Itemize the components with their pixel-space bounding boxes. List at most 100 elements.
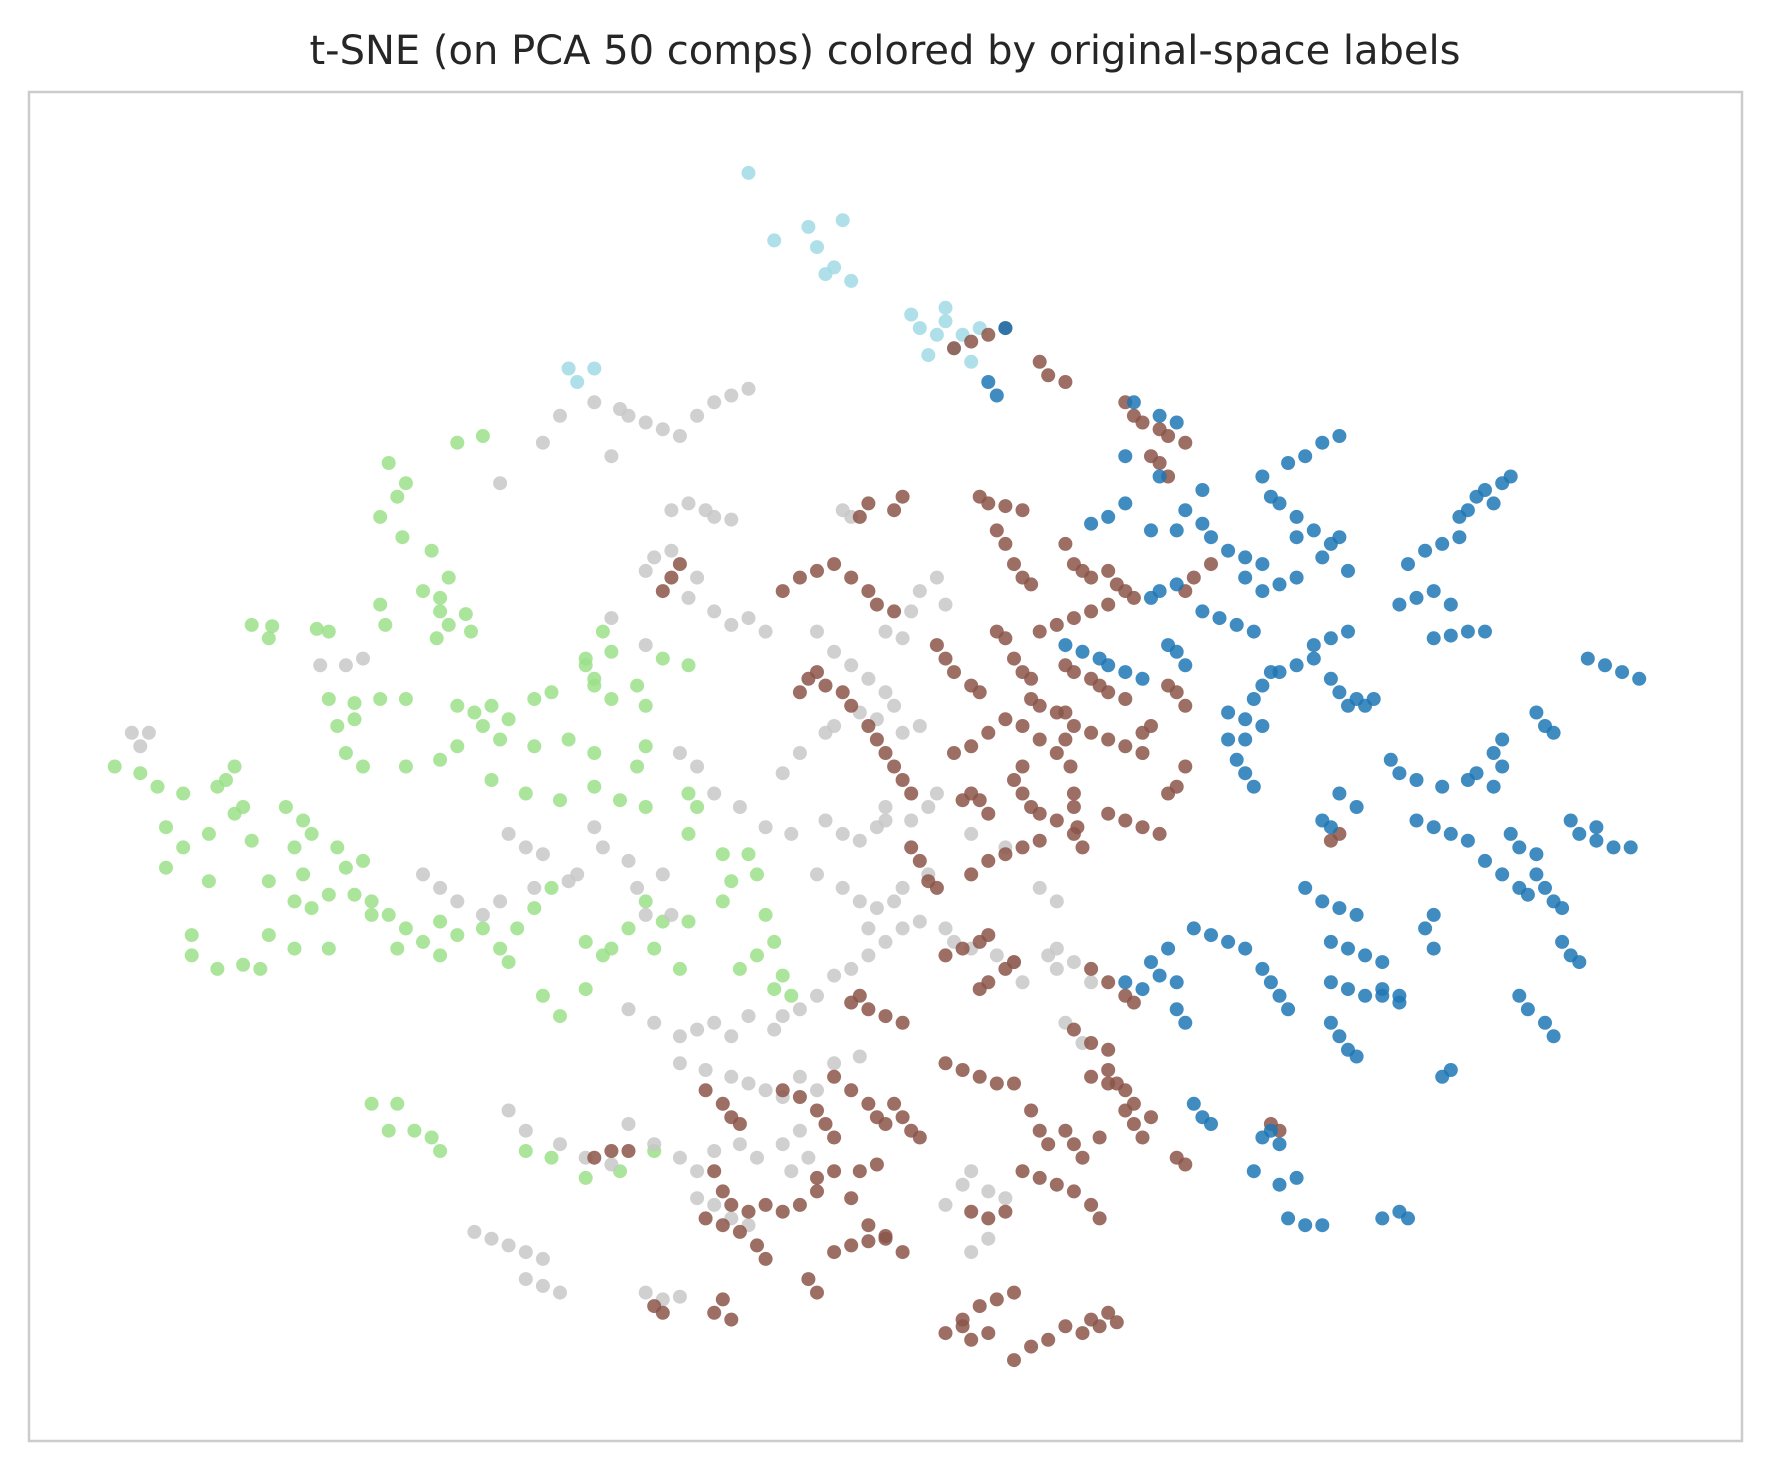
scatter-point — [1118, 739, 1133, 754]
scatter-point — [1366, 692, 1381, 706]
scatter-point — [1101, 685, 1116, 700]
scatter-point — [655, 422, 670, 437]
scatter-point — [1323, 631, 1338, 646]
scatter-point — [1084, 1069, 1099, 1084]
scatter-point — [1118, 975, 1133, 990]
scatter-point — [964, 1164, 979, 1179]
scatter-point — [1520, 1002, 1535, 1017]
scatter-point — [861, 671, 876, 686]
scatter-point — [1135, 671, 1150, 686]
scatter-point — [707, 604, 722, 619]
scatter-point — [553, 793, 567, 808]
scatter-point — [338, 860, 353, 875]
scatter-point — [715, 894, 730, 909]
scatter-point — [801, 1272, 816, 1287]
scatter-point — [604, 692, 619, 706]
scatter-point — [1024, 577, 1039, 592]
scatter-point — [810, 1083, 824, 1098]
scatter-point — [1075, 644, 1090, 659]
scatter-point — [1469, 766, 1484, 781]
scatter-point — [672, 1029, 687, 1044]
scatter-point — [750, 1150, 764, 1165]
scatter-point — [732, 1117, 747, 1131]
scatter-point — [1632, 671, 1647, 686]
scatter-point — [784, 1164, 799, 1179]
scatter-point — [1443, 1063, 1458, 1077]
scatter-point — [1341, 982, 1355, 997]
scatter-point — [912, 853, 927, 868]
scatter-point — [1263, 665, 1278, 680]
scatter-point — [1178, 1157, 1193, 1172]
scatter-point — [810, 867, 824, 882]
scatter-point — [1058, 1123, 1073, 1138]
scatter-point — [587, 361, 602, 376]
scatter-point — [1049, 617, 1064, 632]
scatter-point — [553, 1285, 567, 1300]
scatter-point — [1063, 759, 1078, 774]
scatter-point — [912, 321, 927, 336]
scatter-point — [1126, 995, 1141, 1010]
scatter-point — [895, 1015, 910, 1030]
scatter-point — [1178, 435, 1193, 450]
scatter-point — [1495, 759, 1510, 774]
scatter-point — [912, 1130, 927, 1145]
scatter-point — [1195, 604, 1210, 619]
scatter-point — [792, 1002, 807, 1017]
scatter-point — [1443, 597, 1458, 612]
scatter-point — [398, 476, 413, 491]
scatter-point — [621, 1144, 636, 1158]
scatter-point — [1109, 577, 1124, 592]
scatter-point — [715, 1096, 730, 1111]
scatter-point — [1204, 530, 1218, 545]
scatter-point — [1152, 826, 1167, 841]
scatter-point — [998, 847, 1013, 862]
scatter-point — [1246, 1164, 1261, 1179]
scatter-point — [878, 1117, 893, 1131]
scatter-point — [878, 746, 893, 760]
scatter-point — [647, 1137, 662, 1152]
scatter-point — [938, 1056, 953, 1071]
scatter-point — [861, 719, 876, 733]
scatter-point — [356, 759, 370, 774]
scatter-point — [1007, 1076, 1021, 1091]
scatter-point — [801, 1150, 816, 1165]
scatter-point — [1032, 1170, 1047, 1185]
scatter-point — [827, 644, 842, 659]
scatter-point — [1529, 847, 1544, 862]
scatter-point — [1289, 658, 1304, 673]
scatter-point — [1032, 833, 1047, 848]
scatter-point — [921, 348, 936, 363]
scatter-point — [1178, 503, 1193, 518]
scatter-point — [1452, 530, 1467, 545]
scatter-point — [450, 435, 465, 450]
scatter-point — [1041, 1137, 1056, 1152]
series-3 — [587, 321, 1347, 1368]
scatter-point — [587, 820, 602, 835]
scatter-point — [767, 934, 782, 949]
scatter-point — [878, 934, 893, 949]
scatter-point — [1349, 1049, 1364, 1064]
scatter-point — [1418, 921, 1433, 936]
scatter-point — [313, 658, 328, 673]
scatter-point — [861, 1218, 876, 1233]
scatter-point — [844, 1191, 859, 1206]
scatter-point — [724, 512, 739, 527]
scatter-point — [724, 1197, 739, 1212]
scatter-point — [1306, 523, 1321, 538]
scatter-point — [1426, 820, 1441, 835]
scatter-point — [1101, 806, 1116, 821]
scatter-point — [681, 590, 696, 605]
scatter-point — [1555, 901, 1570, 916]
scatter-point — [887, 698, 902, 713]
scatter-point — [801, 671, 816, 686]
scatter-point — [895, 1245, 910, 1260]
scatter-point — [989, 388, 1004, 403]
scatter-point — [938, 1197, 953, 1212]
scatter-point — [1238, 570, 1253, 585]
scatter-point — [630, 759, 645, 774]
scatter-point — [861, 948, 876, 963]
scatter-point — [1058, 375, 1073, 389]
scatter-point — [741, 1009, 756, 1024]
scatter-point — [1152, 469, 1167, 484]
scatter-point — [1152, 584, 1167, 599]
